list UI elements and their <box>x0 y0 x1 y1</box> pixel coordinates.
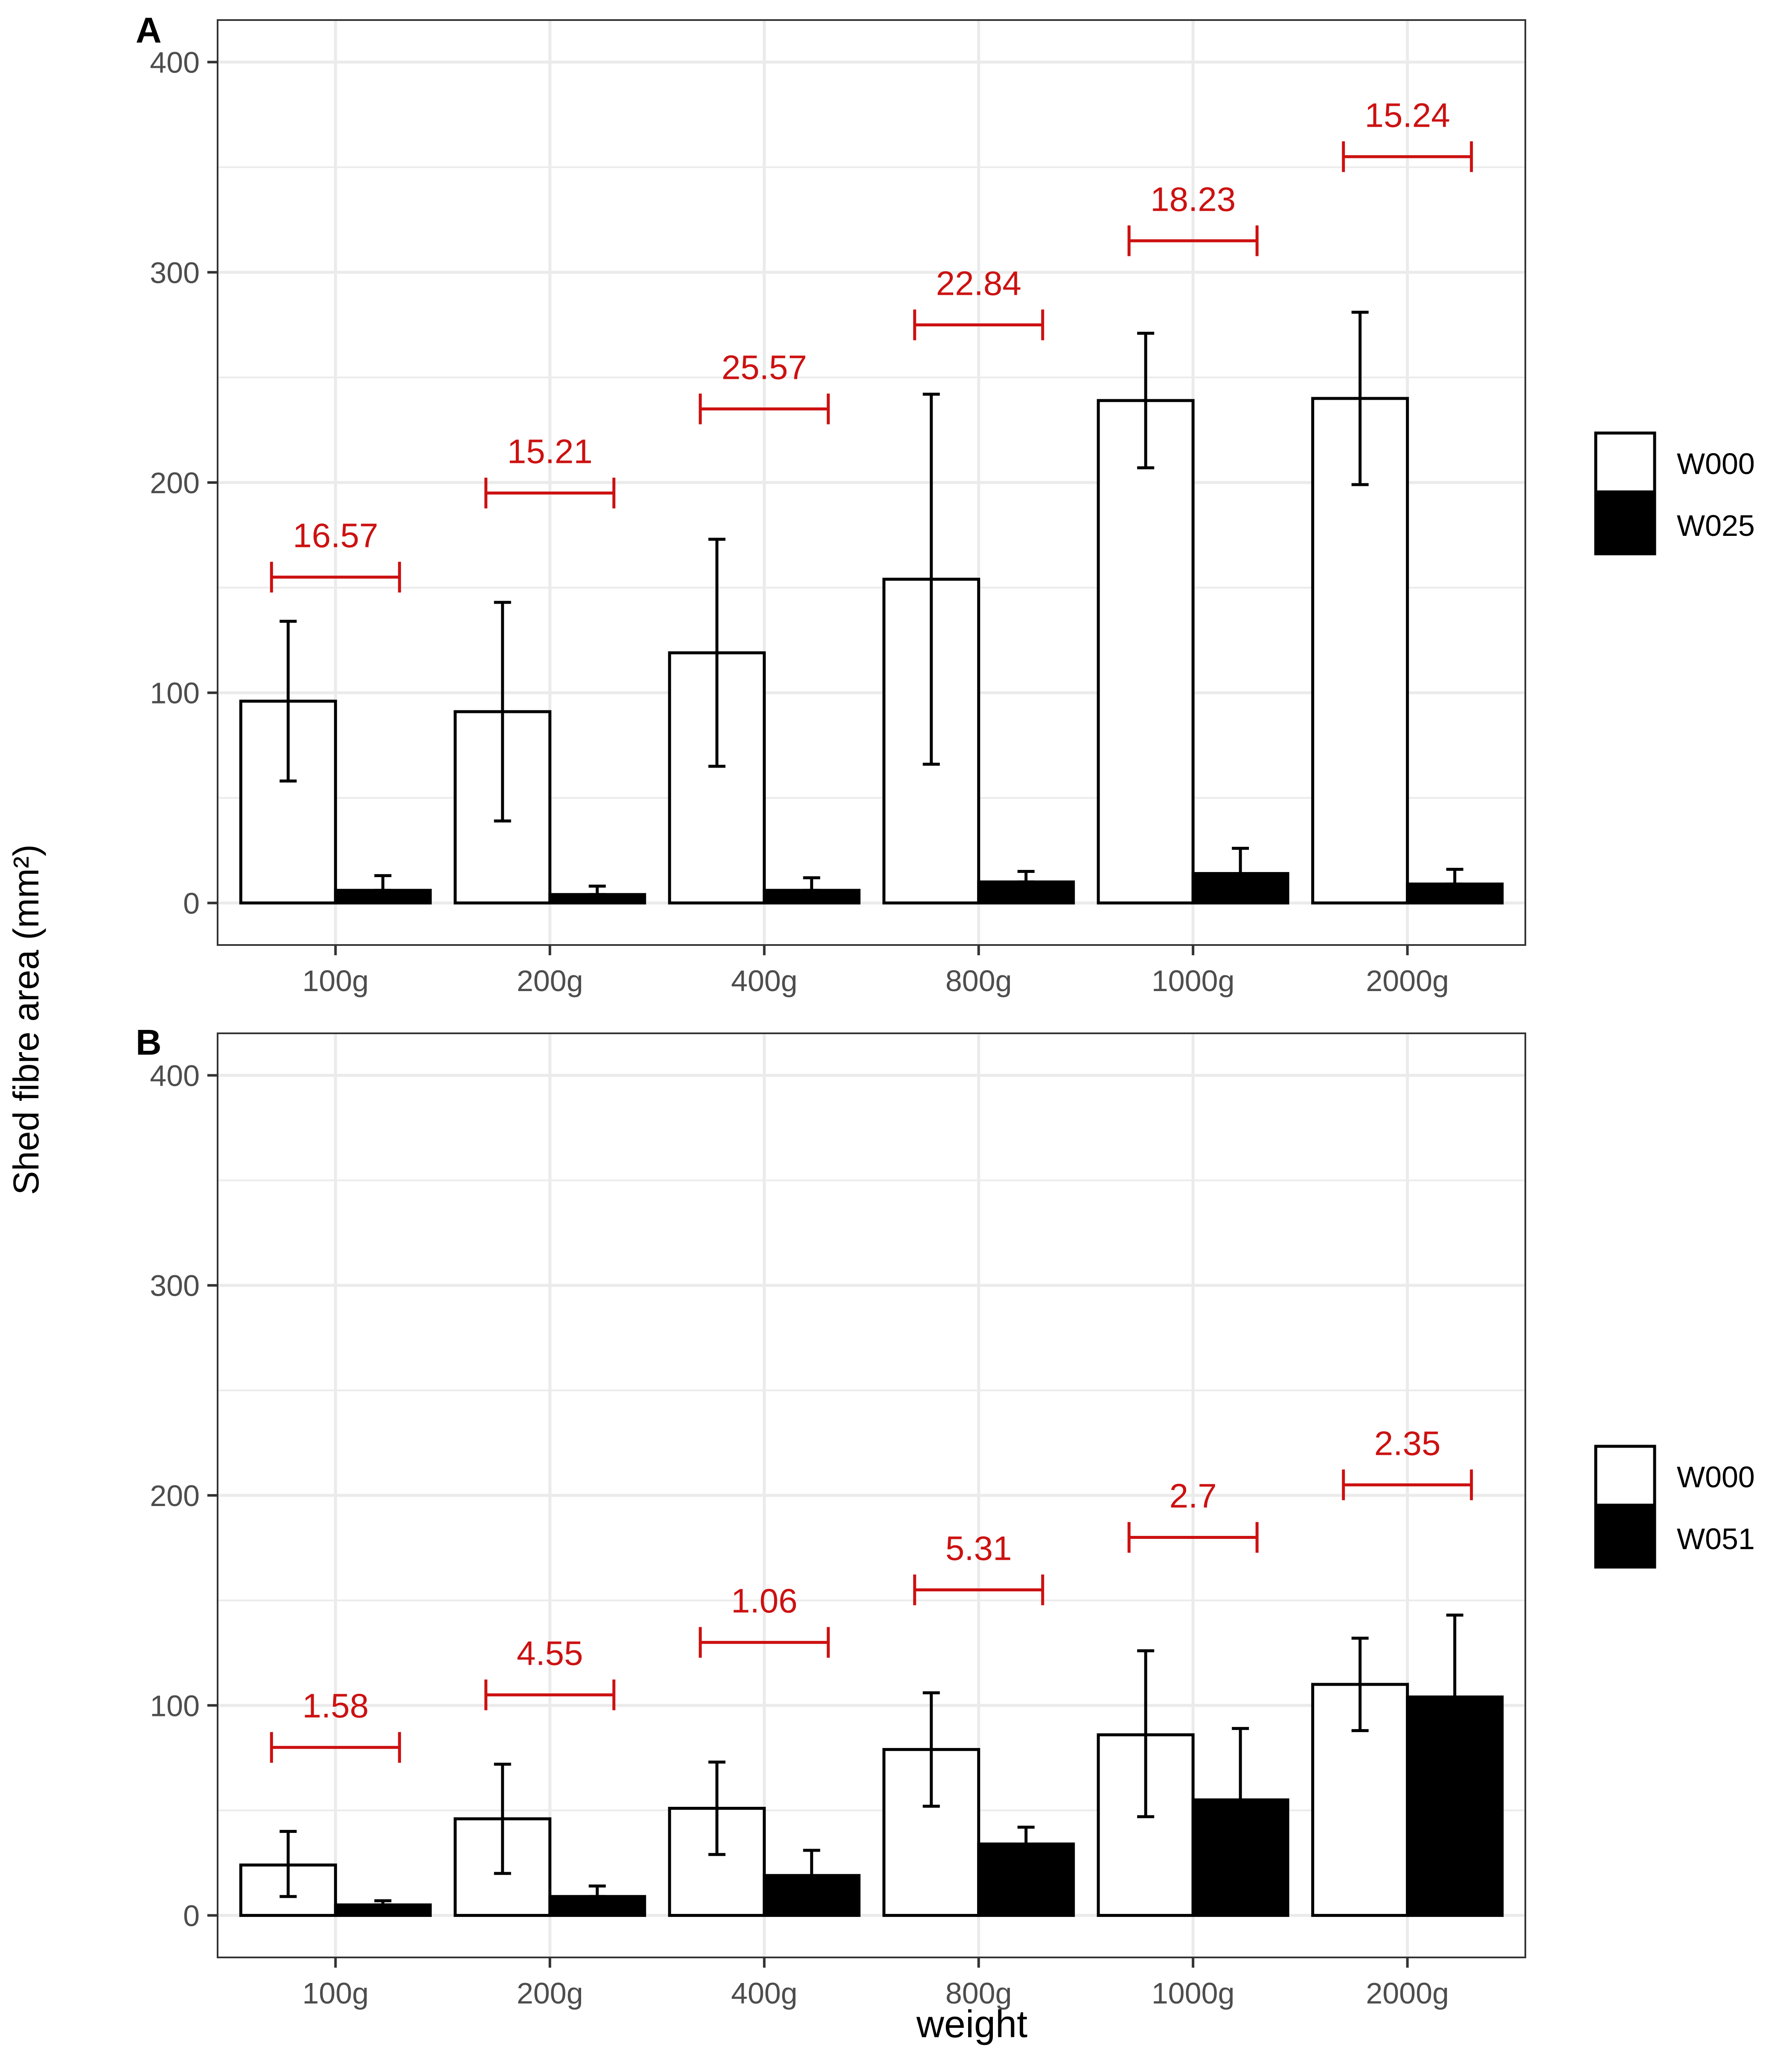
legend-key-w000 <box>1594 1445 1656 1507</box>
bar-w025-1000g <box>1191 872 1289 904</box>
x-tick-label: 200g <box>517 1977 583 2010</box>
x-tick-label: 100g <box>302 964 369 997</box>
x-tick-label: 100g <box>302 1977 369 2010</box>
bar-w025-400g <box>762 889 861 904</box>
legend-key-w025 <box>1594 493 1656 555</box>
x-tick-label: 800g <box>945 964 1012 997</box>
annotation-label: 22.84 <box>936 264 1021 302</box>
x-tick-label: 1000g <box>1152 964 1235 997</box>
annotation-label: 16.57 <box>293 517 378 555</box>
x-tick-label: 2000g <box>1366 964 1449 997</box>
y-tick-label: 200 <box>150 1479 200 1512</box>
legend-key-w000 <box>1594 431 1656 494</box>
bar-w000-1000g <box>1097 399 1195 904</box>
annotation-label: 25.57 <box>721 349 807 387</box>
x-tick-label: 2000g <box>1366 1977 1449 2010</box>
legend-label-w025: W025 <box>1677 509 1755 542</box>
y-tick-label: 300 <box>150 1269 200 1303</box>
bar-w051-100g <box>334 1903 432 1917</box>
y-tick-label: 300 <box>150 256 200 289</box>
annotation-label: 2.35 <box>1374 1424 1441 1462</box>
y-tick-label: 200 <box>150 466 200 500</box>
bar-w051-200g <box>548 1895 646 1917</box>
annotation-label: 4.55 <box>517 1634 583 1672</box>
x-tick-label: 1000g <box>1152 1977 1235 2010</box>
y-tick-label: 0 <box>183 1899 200 1933</box>
legend-key-w051 <box>1594 1506 1656 1569</box>
y-tick-label: 100 <box>150 1689 200 1722</box>
legend: W000 W025 <box>1594 431 1755 555</box>
y-tick-label: 400 <box>150 46 200 79</box>
legend-label-w051: W051 <box>1677 1522 1755 1556</box>
x-axis-title: weight <box>916 2003 1027 2046</box>
bar-w025-100g <box>334 889 432 904</box>
annotation-label: 15.21 <box>507 433 593 471</box>
annotation-label: 1.06 <box>731 1582 797 1620</box>
bar-w025-800g <box>977 880 1075 904</box>
bar-w000-800g <box>882 1748 980 1917</box>
y-tick-label: 100 <box>150 677 200 710</box>
panel-label: B <box>136 1022 162 1062</box>
legend: W000 W051 <box>1594 1445 1755 1569</box>
panel-b: 1.58 4.55 1.06 5.31 2.7 2.35 0 100 200 300 400 100g… <box>136 1022 1755 2010</box>
annotation-label: 18.23 <box>1150 180 1236 218</box>
legend-label-w000: W000 <box>1677 447 1755 480</box>
x-tick-label: 800g <box>945 1977 1012 2010</box>
annotation-label: 2.7 <box>1169 1477 1217 1515</box>
x-tick-label: 200g <box>517 964 583 997</box>
y-tick-label: 0 <box>183 887 200 920</box>
annotation-label: 1.58 <box>303 1687 369 1725</box>
annotation-label: 15.24 <box>1365 96 1450 134</box>
bar-w025-2000g <box>1406 882 1504 904</box>
panel-a: 16.57 15.21 25.57 22.84 18.23 15.24 0 100 200 300… <box>136 10 1755 997</box>
annotation-label: 5.31 <box>945 1530 1012 1567</box>
panels: 16.57 15.21 25.57 22.84 18.23 15.24 0 100 200 300… <box>136 10 1755 2010</box>
x-tick-label: 400g <box>731 1977 797 2010</box>
panel-label: A <box>136 10 162 50</box>
y-tick-label: 400 <box>150 1059 200 1092</box>
legend-label-w000: W000 <box>1677 1460 1755 1494</box>
y-axis-title: Shed fibre area (mm²) <box>6 844 46 1195</box>
x-tick-label: 400g <box>731 964 797 997</box>
